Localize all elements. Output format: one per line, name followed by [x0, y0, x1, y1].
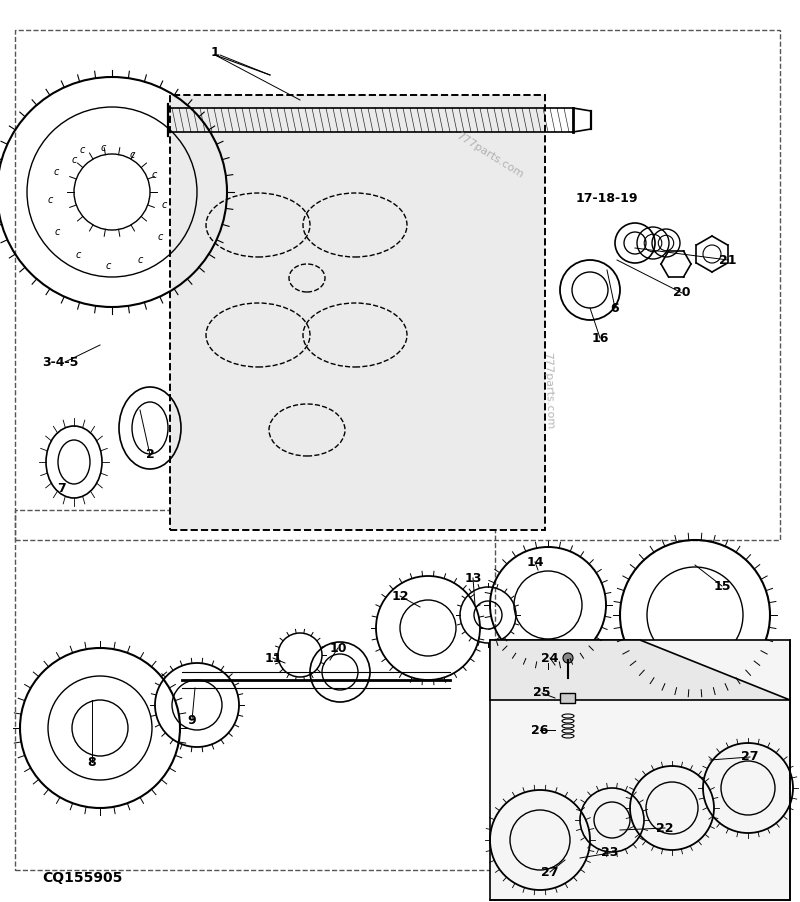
- Text: c: c: [158, 232, 162, 242]
- Text: c: c: [151, 170, 157, 180]
- Text: 777parts.com: 777parts.com: [542, 351, 554, 428]
- Text: 15: 15: [714, 579, 730, 593]
- Text: CQ155905: CQ155905: [42, 871, 122, 885]
- Text: 10: 10: [330, 641, 346, 655]
- Polygon shape: [490, 640, 790, 700]
- Text: 12: 12: [391, 590, 409, 603]
- Text: c: c: [47, 195, 53, 205]
- Text: c: c: [54, 167, 58, 177]
- Text: 16: 16: [591, 332, 609, 345]
- Text: 22: 22: [656, 822, 674, 834]
- Bar: [15, 510, 495, 870]
- Polygon shape: [490, 640, 790, 900]
- Text: 21: 21: [719, 253, 737, 266]
- Text: 27: 27: [742, 750, 758, 763]
- Bar: [15, 30, 780, 540]
- Text: c: c: [130, 150, 134, 160]
- Text: 7: 7: [58, 482, 66, 494]
- Text: 24: 24: [542, 651, 558, 665]
- Text: 25: 25: [534, 686, 550, 699]
- Text: 23: 23: [602, 846, 618, 860]
- Text: c: c: [138, 255, 142, 265]
- Circle shape: [563, 653, 573, 663]
- Text: c: c: [71, 155, 77, 165]
- Text: 8: 8: [88, 756, 96, 769]
- Text: 17-18-19: 17-18-19: [576, 191, 638, 205]
- Text: c: c: [79, 145, 85, 155]
- Text: 26: 26: [531, 723, 549, 737]
- Text: 2: 2: [146, 448, 154, 462]
- Text: c: c: [162, 200, 166, 210]
- Text: 27: 27: [542, 866, 558, 879]
- Text: c: c: [54, 227, 60, 237]
- Text: 11: 11: [264, 651, 282, 665]
- Text: 777parts.com: 777parts.com: [454, 130, 526, 179]
- Text: c: c: [100, 143, 106, 153]
- Text: 9: 9: [188, 713, 196, 726]
- Text: 1: 1: [210, 47, 219, 60]
- Text: c: c: [75, 250, 81, 260]
- Text: 13: 13: [464, 572, 482, 584]
- Text: 6: 6: [610, 301, 619, 315]
- Text: 3-4-5: 3-4-5: [42, 355, 78, 369]
- Bar: [170, 95, 545, 530]
- Text: 14: 14: [526, 556, 544, 568]
- Bar: [560, 693, 575, 703]
- Text: c: c: [106, 261, 110, 271]
- Text: 20: 20: [674, 287, 690, 299]
